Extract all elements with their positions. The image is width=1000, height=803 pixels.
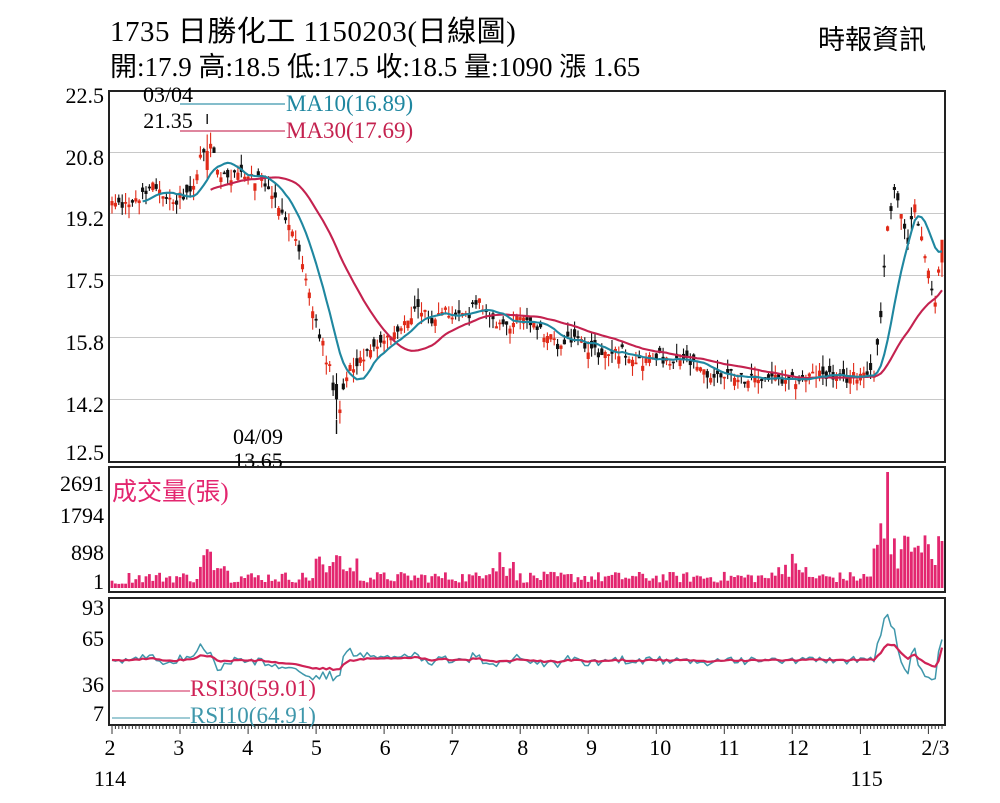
- x-axis-tick: 3: [173, 735, 185, 760]
- volume-y-tick: 898: [71, 540, 104, 565]
- rsi10-legend-swatch: [112, 717, 190, 719]
- rsi-panel: [108, 597, 946, 725]
- volume-panel-top-border: [108, 466, 946, 468]
- rsi30-legend-swatch: [112, 690, 190, 692]
- price-panel-top-border: [108, 90, 946, 92]
- rsi30-legend-label: RSI30(59.01): [190, 676, 316, 701]
- price-gridline: [110, 275, 944, 276]
- ma30-legend-swatch: [180, 130, 285, 132]
- ma30-legend-label: MA30(17.69): [286, 118, 414, 143]
- x-axis-tick: 12: [786, 735, 809, 760]
- volume-y-tick: 1794: [60, 503, 104, 528]
- x-axis-tick: 10: [649, 735, 672, 760]
- rsi-y-tick: 65: [82, 626, 104, 651]
- x-axis-ticks: [111, 725, 943, 734]
- price-panel: [108, 90, 946, 462]
- x-axis-tick: 8: [517, 735, 529, 760]
- price-y-tick: 15.8: [65, 330, 105, 355]
- x-axis-tick: 2: [104, 735, 116, 760]
- rsi10-legend-label: RSI10(64.91): [190, 703, 316, 728]
- volume-chart-canvas: [110, 472, 944, 588]
- ma10-legend-label: MA10(16.89): [286, 91, 414, 116]
- x-axis-year-label: 114: [93, 766, 127, 791]
- rsi-y-tick: 7: [93, 701, 104, 726]
- x-axis-tick: 7: [448, 735, 460, 760]
- price-y-tick: 12.5: [65, 440, 105, 465]
- low-marker-date: 04/09: [232, 424, 284, 449]
- price-gridline: [110, 337, 944, 338]
- volume-panel: [108, 466, 946, 592]
- volume-y-tick: 1: [93, 569, 104, 594]
- price-y-tick: 20.8: [65, 145, 105, 170]
- price-gridline: [110, 152, 944, 153]
- rsi-y-tick: 93: [82, 595, 104, 620]
- x-axis-tick: 4: [242, 735, 254, 760]
- price-gridline: [110, 399, 944, 400]
- rsi-panel-top-border: [108, 597, 946, 599]
- x-axis-tick: 6: [379, 735, 391, 760]
- price-chart-canvas: [110, 114, 944, 434]
- high-marker-date: 03/04: [142, 82, 194, 107]
- price-y-tick: 14.2: [65, 392, 105, 417]
- x-axis-tick: 9: [586, 735, 597, 760]
- source-label: 時報資訊: [818, 25, 926, 55]
- price-y-tick: 19.2: [65, 206, 105, 231]
- volume-title: 成交量(張): [112, 479, 229, 506]
- price-panel-bottom-border: [108, 461, 946, 463]
- price-gridline: [110, 213, 944, 214]
- page-title: 1735 日勝化工 1150203(日線圖): [110, 16, 517, 48]
- x-axis-tick: 5: [310, 735, 322, 760]
- high-marker-price: 21.35: [143, 108, 193, 133]
- quote-summary: 開:17.9 高:18.5 低:17.5 收:18.5 量:1090 漲 1.6…: [110, 52, 641, 82]
- volume-panel-bottom-border: [108, 591, 946, 593]
- price-y-tick: 22.5: [65, 83, 105, 108]
- volume-y-tick: 2691: [60, 471, 104, 496]
- price-y-tick: 17.5: [65, 268, 105, 293]
- ma10-legend-swatch: [180, 103, 285, 105]
- x-axis-year-label: 115: [850, 766, 883, 791]
- x-axis-tick: 2/3: [921, 735, 950, 760]
- x-axis-tick: 11: [718, 735, 740, 760]
- low-marker-price: 13.65: [233, 448, 283, 473]
- rsi-chart-canvas: [111, 613, 944, 682]
- rsi-y-tick: 36: [82, 672, 104, 697]
- x-axis-tick: 1: [861, 735, 873, 760]
